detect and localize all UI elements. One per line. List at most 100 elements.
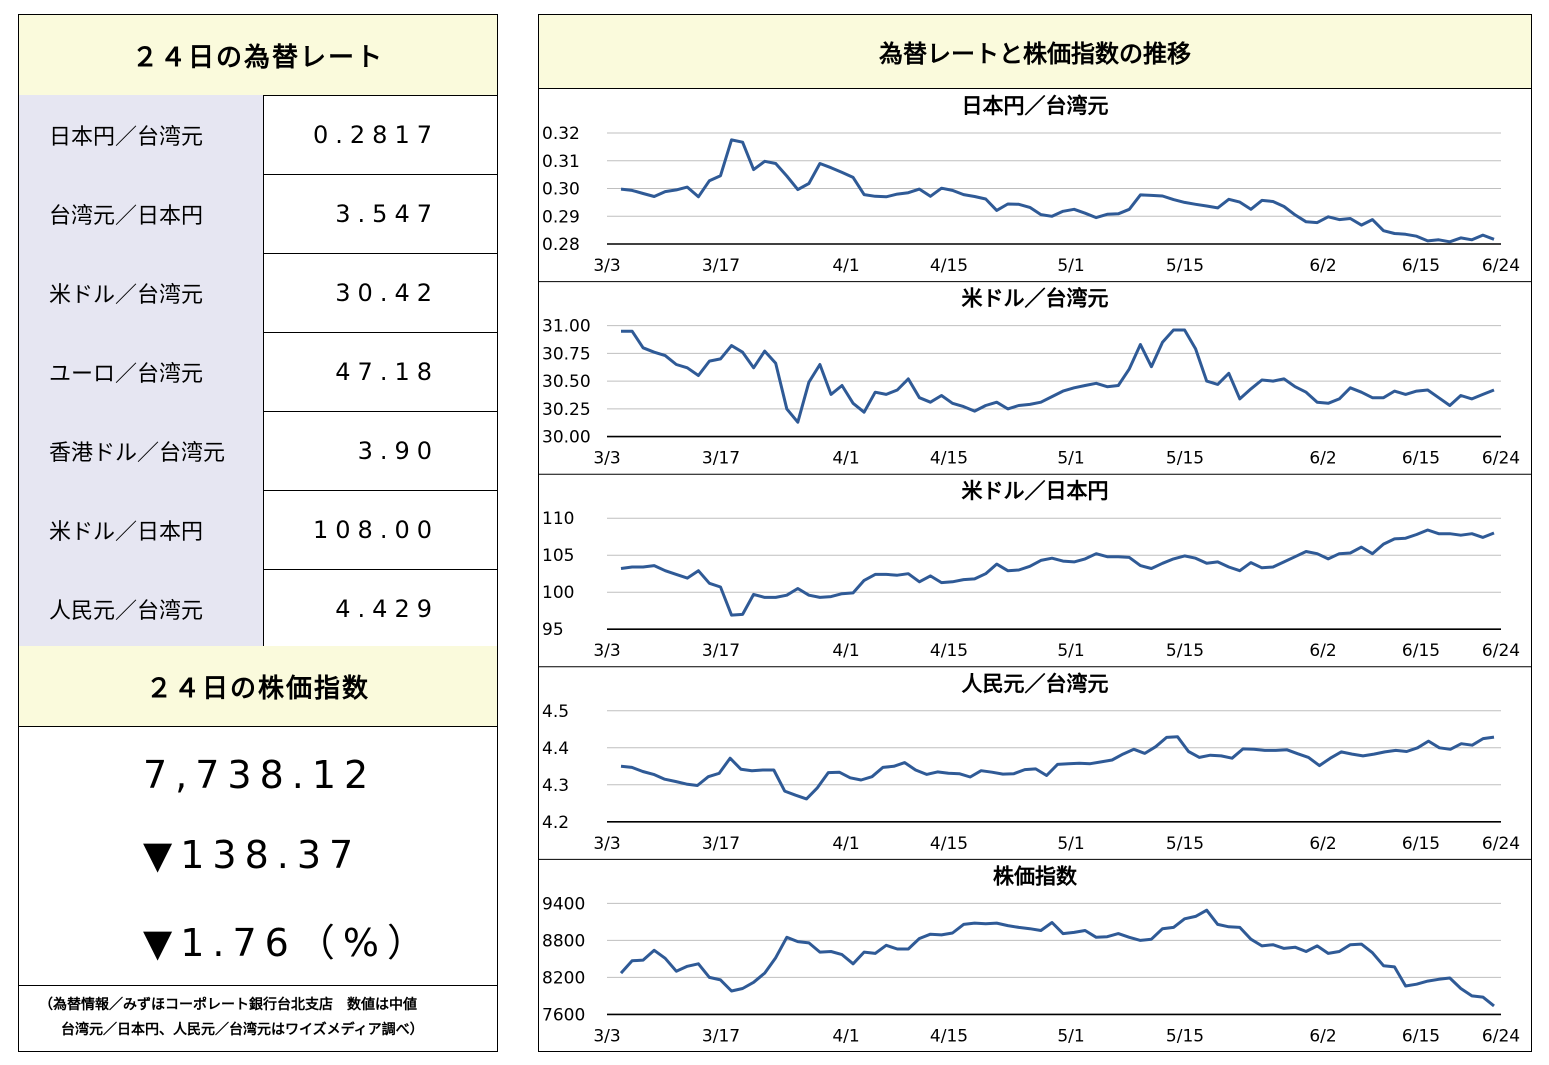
series-line [621, 328, 1495, 424]
x-tick-label: 6/15 [1402, 834, 1440, 854]
x-tick-label: 6/15 [1402, 1026, 1440, 1046]
charts-title: 為替レートと株価指数の推移 [539, 15, 1531, 89]
x-tick-label: 4/15 [930, 1026, 968, 1046]
y-tick-label: 0.29 [542, 207, 580, 227]
x-tick-label: 6/2 [1309, 256, 1336, 276]
charts-area: 日本円／台湾元 0.32 0.31 0.30 0.29 0.28 3/3 3/17 4/1 4/1… [539, 94, 1531, 1046]
x-tick-label: 6/24 [1482, 1026, 1520, 1046]
x-tick-label: 6/15 [1402, 641, 1440, 661]
rate-label: 米ドル／台湾元 [19, 253, 264, 332]
series-line [620, 528, 1495, 617]
left-panel: ２４日の為替レート 日本円／台湾元 0.2817 台湾元／日本円 3.547 米ドル／台… [18, 14, 498, 1052]
x-tick-label: 4/15 [930, 641, 968, 661]
x-tick-label: 3/3 [593, 834, 620, 854]
x-tick-label: 3/17 [702, 834, 740, 854]
y-tick-label: 30.75 [542, 344, 591, 364]
x-tick-label: 6/2 [1309, 834, 1336, 854]
y-tick-label: 105 [542, 546, 574, 566]
x-tick-label: 4/1 [832, 834, 859, 854]
y-tick-label: 9400 [542, 894, 585, 914]
x-tick-label: 6/2 [1309, 641, 1336, 661]
rate-label: 米ドル／日本円 [19, 490, 264, 569]
y-tick-label: 4.5 [542, 702, 569, 722]
x-tick-label: 3/3 [593, 256, 620, 276]
x-tick-label: 4/15 [930, 449, 968, 469]
x-tick-label: 3/17 [702, 1026, 740, 1046]
x-tick-label: 5/1 [1057, 834, 1084, 854]
y-tick-label: 4.3 [542, 776, 569, 796]
rate-row: 米ドル／日本円 108.00 [19, 490, 497, 570]
stock-title: ２４日の株価指数 [19, 646, 497, 727]
rates-table-title: ２４日の為替レート [19, 15, 497, 96]
rate-row: 台湾元／日本円 3.547 [19, 174, 497, 254]
rate-label: 香港ドル／台湾元 [19, 411, 264, 490]
y-tick-label: 0.31 [542, 152, 580, 172]
y-tick-label: 30.00 [542, 428, 591, 448]
y-tick-label: 7600 [542, 1005, 585, 1025]
x-tick-label: 4/1 [832, 641, 859, 661]
y-tick-label: 0.28 [542, 235, 580, 255]
chart-title: 米ドル／日本円 [962, 479, 1109, 503]
chart-panel: 人民元／台湾元 4.5 4.4 4.3 4.2 3/3 3/17 4/1 4/15 5/1 5/15… [539, 666, 1531, 854]
x-tick-label: 5/1 [1057, 1026, 1084, 1046]
rate-label: 台湾元／日本円 [19, 174, 264, 253]
rate-row: 日本円／台湾元 0.2817 [19, 95, 497, 175]
x-tick-label: 4/1 [832, 256, 859, 276]
x-tick-label: 5/15 [1166, 641, 1204, 661]
x-tick-label: 5/15 [1166, 834, 1204, 854]
charts-panel: 為替レートと株価指数の推移 日本円／台湾元 0.32 0.31 0.30 0.29 0.2… [538, 14, 1532, 1052]
rate-label: 人民元／台湾元 [19, 569, 264, 648]
x-tick-label: 5/1 [1057, 256, 1084, 276]
chart-panel: 米ドル／台湾元 31.00 30.75 30.50 30.25 30.003/3 3/17 4… [539, 281, 1531, 469]
y-tick-label: 4.2 [542, 813, 569, 833]
x-tick-label: 3/17 [702, 256, 740, 276]
source-note-line2: 台湾元／日本円、人民元／台湾元はワイズメディア調べ） [61, 1022, 424, 1038]
chart-panel: 日本円／台湾元 0.32 0.31 0.30 0.29 0.28 3/3 3/17 4/1 4/1… [542, 94, 1520, 276]
y-tick-label: 30.25 [542, 400, 591, 420]
rate-label: 日本円／台湾元 [19, 95, 264, 174]
series-line [620, 735, 1495, 801]
x-tick-label: 4/1 [832, 449, 859, 469]
x-tick-label: 5/15 [1166, 1026, 1204, 1046]
x-tick-label: 6/24 [1482, 641, 1520, 661]
x-tick-label: 4/15 [930, 834, 968, 854]
rate-label: ユーロ／台湾元 [19, 332, 264, 411]
x-tick-label: 5/1 [1057, 641, 1084, 661]
rate-value: 47.18 [335, 357, 439, 386]
rate-row: 香港ドル／台湾元 3.90 [19, 411, 497, 491]
y-tick-label: 95 [542, 620, 564, 640]
y-tick-label: 8800 [542, 931, 585, 951]
rate-value: 108.00 [313, 515, 439, 544]
y-tick-label: 30.50 [542, 372, 591, 392]
y-tick-label: 0.32 [542, 124, 580, 144]
x-tick-label: 6/15 [1402, 256, 1440, 276]
x-tick-label: 3/3 [593, 641, 620, 661]
y-tick-label: 4.4 [542, 739, 569, 759]
y-tick-label: 110 [542, 509, 574, 529]
x-tick-label: 4/1 [832, 1026, 859, 1046]
source-note-line1: （為替情報／みずほコーポレート銀行台北支店 数値は中値 [39, 997, 417, 1013]
y-tick-label: 31.00 [542, 317, 591, 337]
x-tick-label: 3/3 [593, 449, 620, 469]
chart-title: 人民元／台湾元 [962, 672, 1109, 696]
rate-row: ユーロ／台湾元 47.18 [19, 332, 497, 412]
x-tick-label: 6/2 [1309, 449, 1336, 469]
x-tick-label: 3/17 [702, 449, 740, 469]
y-tick-label: 0.30 [542, 180, 580, 200]
series-line [619, 908, 1495, 1008]
stock-change-pct: ▼1.76（%） [143, 921, 433, 965]
chart-panel: 米ドル／日本円 110 105 100 95 3/3 3/17 4/1 4/15 5/1 5/15 6… [539, 473, 1531, 661]
x-tick-label: 5/15 [1166, 256, 1204, 276]
x-tick-label: 3/3 [593, 1026, 620, 1046]
x-tick-label: 5/1 [1057, 449, 1084, 469]
rate-value: 4.429 [335, 594, 439, 623]
y-tick-label: 100 [542, 583, 574, 603]
chart-title: 日本円／台湾元 [962, 94, 1109, 118]
y-tick-label: 8200 [542, 968, 585, 988]
series-line [620, 138, 1495, 244]
x-tick-label: 6/24 [1482, 449, 1520, 469]
rate-value: 3.547 [335, 199, 439, 228]
stock-change: ▼138.37 [143, 833, 362, 877]
x-tick-label: 6/2 [1309, 1026, 1336, 1046]
rate-value: 0.2817 [313, 120, 439, 149]
